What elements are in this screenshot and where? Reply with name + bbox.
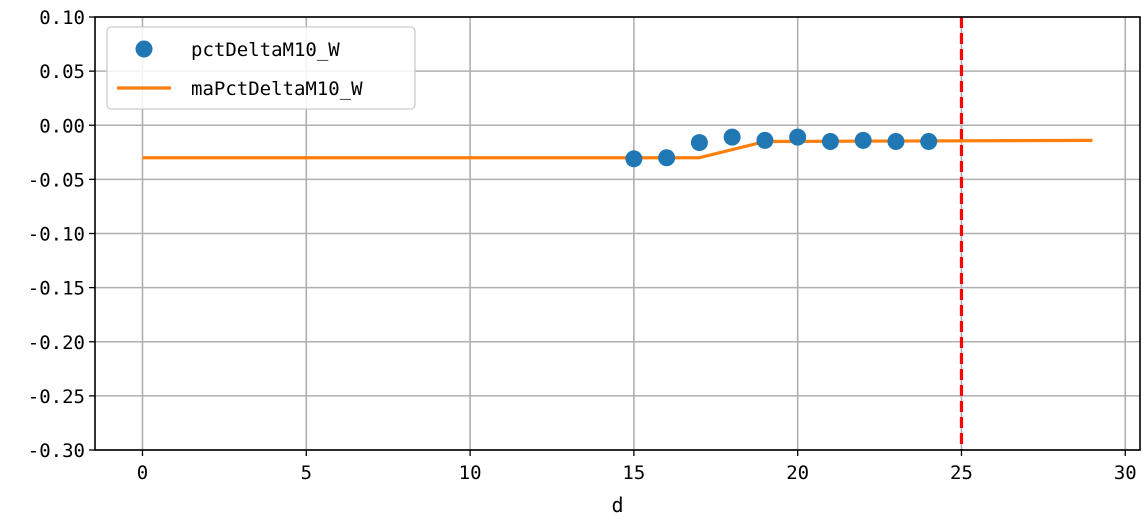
data-point bbox=[658, 149, 676, 167]
y-tick-label: -0.20 bbox=[28, 332, 85, 354]
data-point bbox=[887, 132, 905, 150]
x-tick-label: 25 bbox=[950, 462, 973, 484]
x-tick-label: 10 bbox=[459, 462, 482, 484]
data-point bbox=[789, 128, 807, 146]
x-tick-label: 15 bbox=[622, 462, 645, 484]
legend-label: pctDeltaM10_W bbox=[191, 39, 340, 61]
y-tick-label: -0.25 bbox=[28, 386, 85, 408]
axes bbox=[89, 16, 1141, 456]
y-tick-label: -0.30 bbox=[28, 440, 85, 462]
x-axis-label: d bbox=[611, 493, 623, 517]
y-tick-label: -0.05 bbox=[28, 169, 85, 191]
legend-marker bbox=[135, 40, 153, 58]
tick-labels: 0 5 10 15 20 25 30 0.10 0.05 0.00 -0.05 -0.10 -0.15 -… bbox=[28, 7, 1137, 484]
y-tick-label: -0.15 bbox=[28, 278, 85, 300]
series-line-maPctDeltaM10_W bbox=[142, 138, 1093, 160]
x-tick-label: 5 bbox=[301, 462, 312, 484]
data-point bbox=[690, 134, 708, 152]
data-point bbox=[854, 131, 872, 149]
y-tick-label: 0.05 bbox=[39, 61, 85, 83]
legend-label: maPctDeltaM10_W bbox=[191, 78, 363, 100]
y-tick-label: 0.00 bbox=[39, 115, 85, 137]
x-tick-label: 0 bbox=[137, 462, 148, 484]
legend: pctDeltaM10_W maPctDeltaM10_W bbox=[106, 26, 416, 110]
data-point bbox=[625, 150, 643, 168]
legend-box bbox=[106, 26, 416, 110]
data-point bbox=[821, 132, 839, 150]
series bbox=[142, 128, 1093, 168]
data-point bbox=[920, 132, 938, 150]
y-tick-label: -0.10 bbox=[28, 224, 85, 246]
y-tick-label: 0.10 bbox=[39, 7, 85, 29]
x-tick-label: 30 bbox=[1114, 462, 1137, 484]
data-point bbox=[756, 131, 774, 149]
plot-frame bbox=[94, 16, 1141, 451]
data-point bbox=[723, 128, 741, 146]
x-tick-label: 20 bbox=[786, 462, 809, 484]
